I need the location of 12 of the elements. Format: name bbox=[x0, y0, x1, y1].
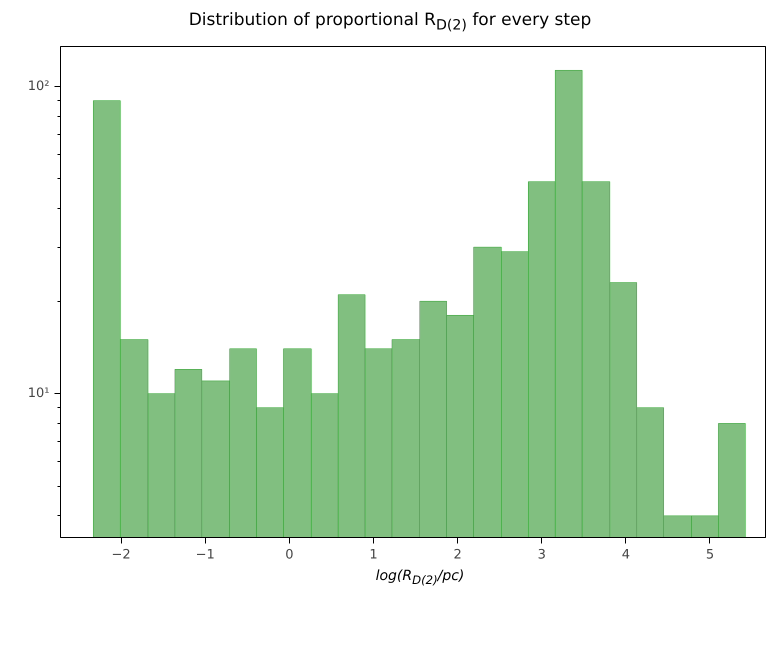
x-tick-label: 1 bbox=[369, 547, 378, 562]
x-axis-title: log(R$_{D(2)}$/pc) bbox=[376, 568, 464, 586]
x-tick-label: 2 bbox=[453, 547, 462, 562]
x-tick-label: 3 bbox=[538, 547, 546, 562]
y-tick-label: 10² bbox=[28, 78, 50, 94]
x-tick-label: 0 bbox=[285, 547, 294, 562]
chart-title: Distribution of proportional R$_{D(2)}$ for every step bbox=[188, 9, 592, 36]
x-tick-label: −1 bbox=[196, 547, 215, 562]
x-tick-label: 5 bbox=[706, 547, 714, 562]
x-tick-label: 4 bbox=[622, 547, 630, 562]
x-tick-label: −2 bbox=[111, 547, 131, 562]
y-tick-label: 10¹ bbox=[28, 386, 50, 401]
